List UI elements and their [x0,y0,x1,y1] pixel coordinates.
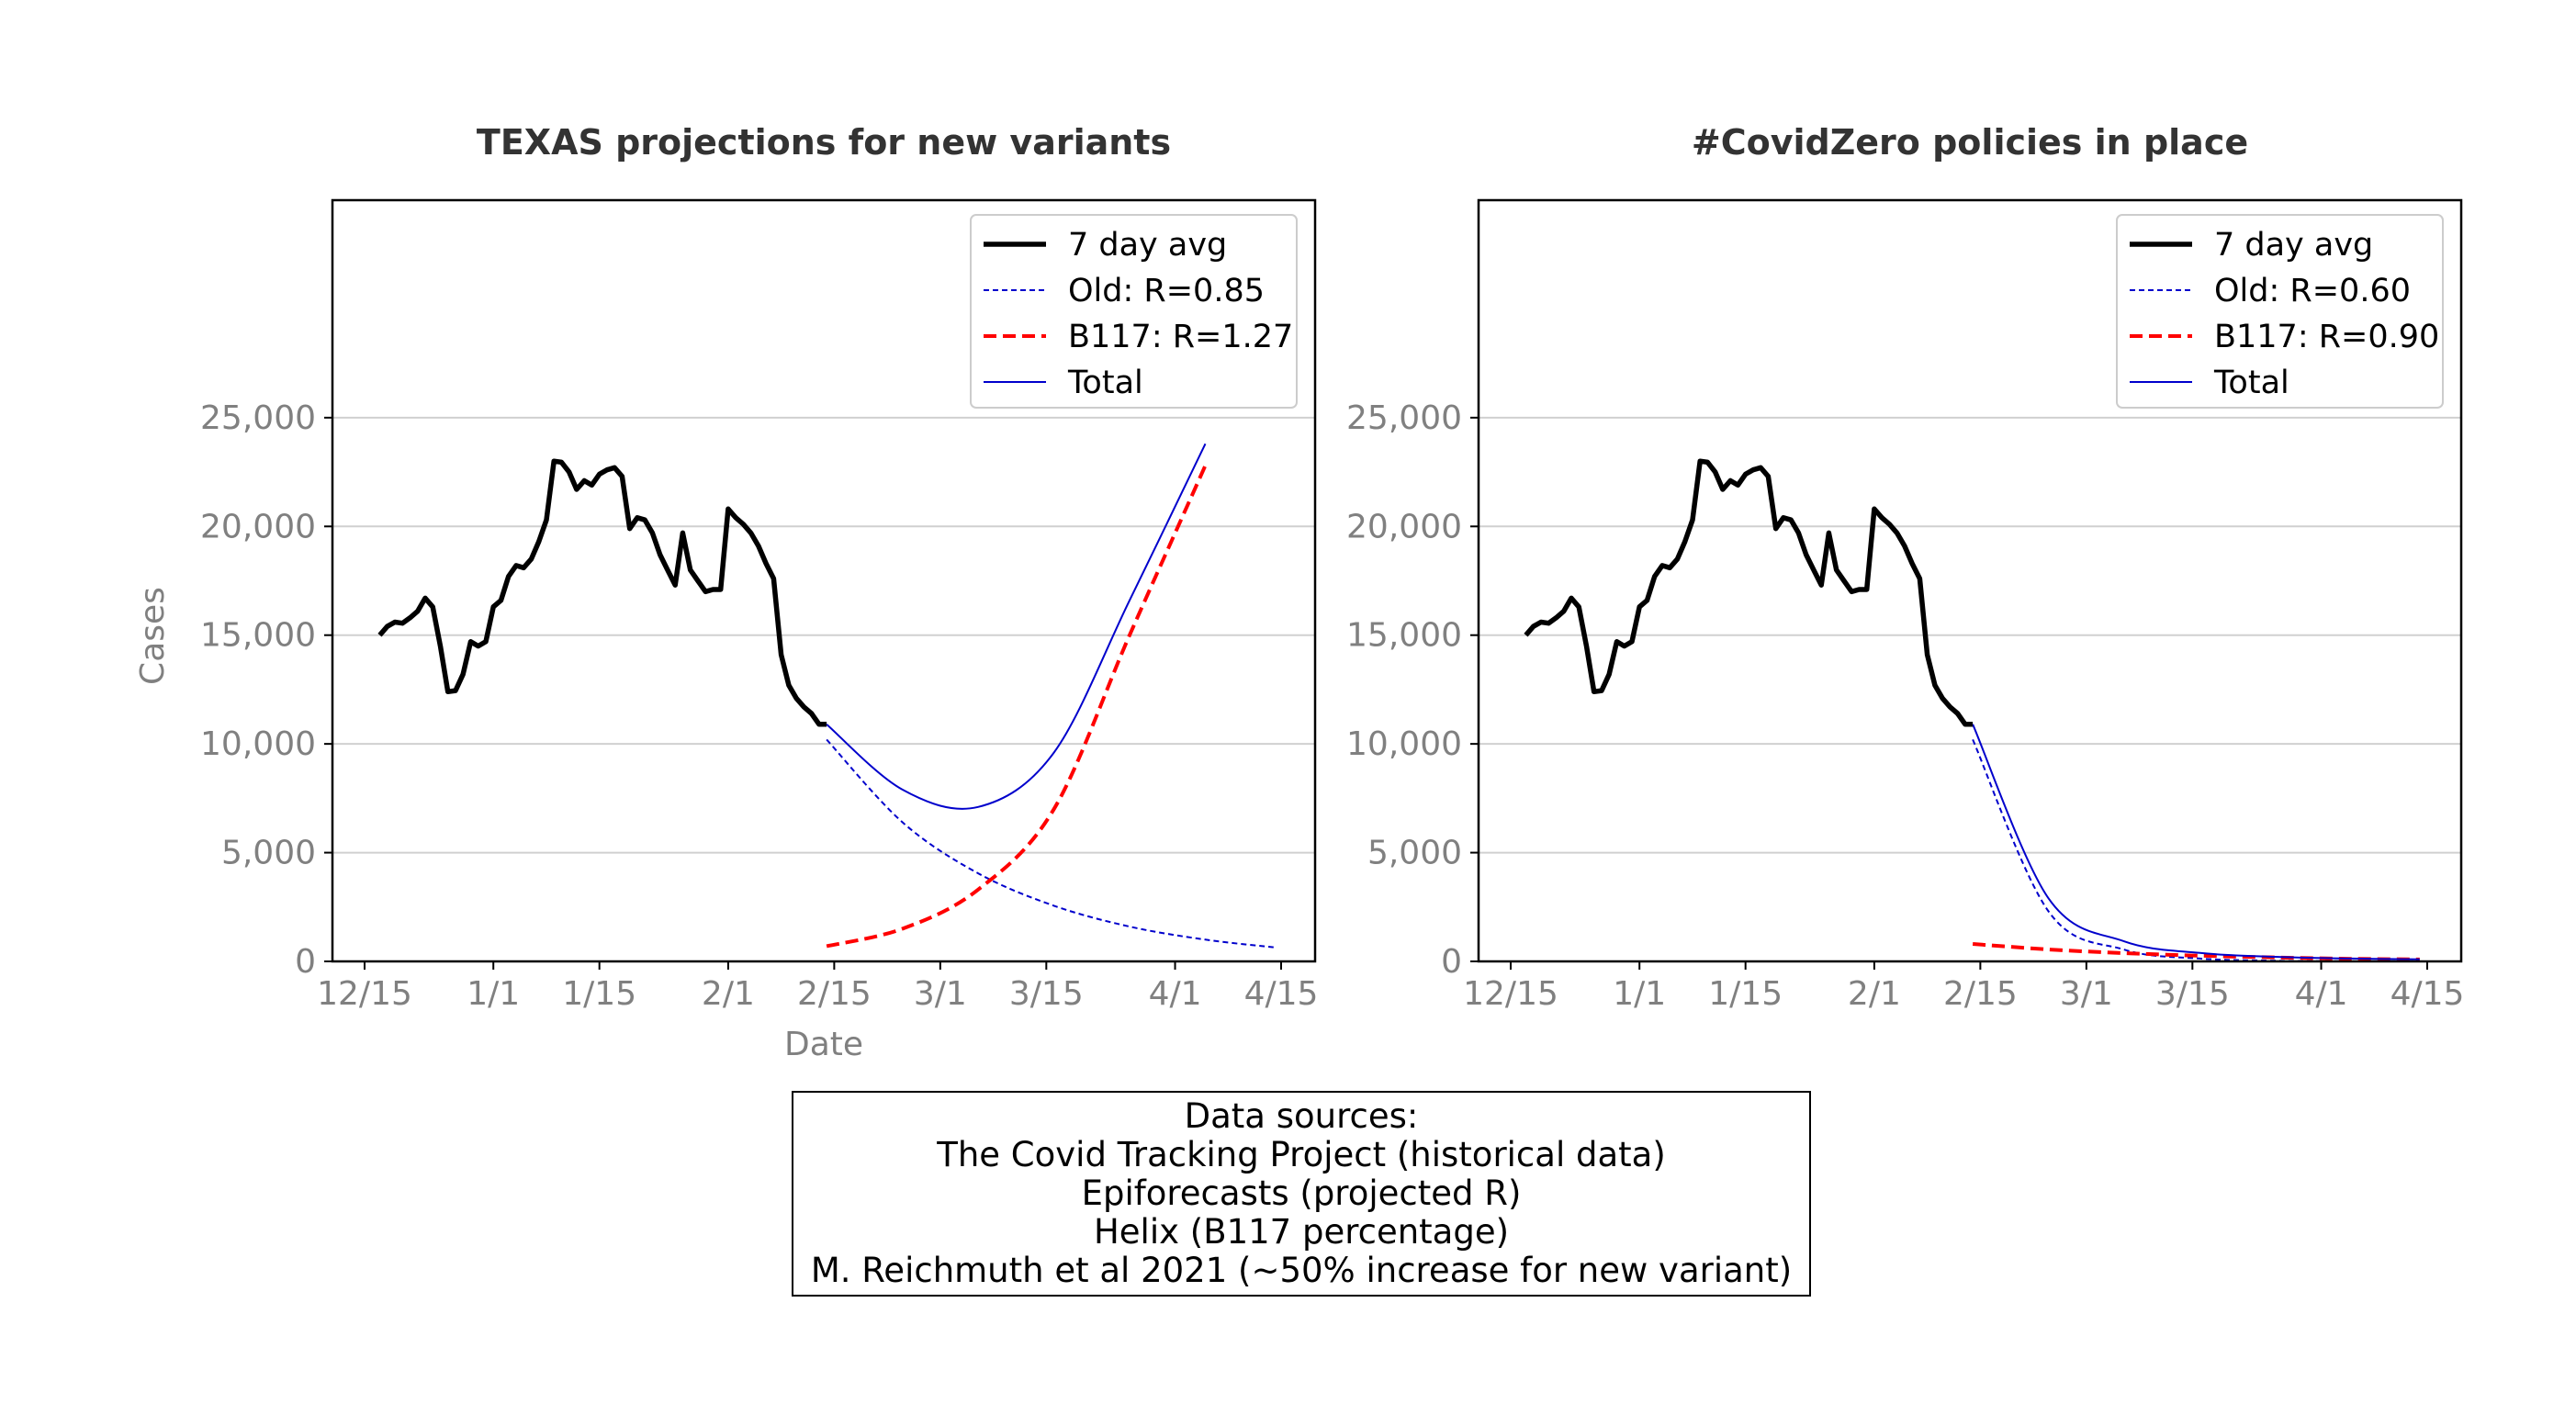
y-tick-label: 15,000 [200,617,316,655]
data-sources-box: Data sources: The Covid Tracking Project… [792,1091,1811,1297]
x-tick-label: 3/1 [914,975,967,1013]
y-tick-label: 20,000 [200,508,316,545]
legend: 7 day avg Old: R=0.85 B117: R=1.27 Total [970,214,1298,409]
plot-frame [1477,198,2463,963]
chart-title: #CovidZero policies in place [1692,122,2248,163]
x-tick-label: 3/1 [2060,975,2113,1013]
x-tick-label: 2/15 [1943,975,2018,1013]
series-line-3 [1972,724,2420,960]
x-tick-label: 2/1 [1848,975,1901,1013]
y-tick-label: 20,000 [1346,508,1462,545]
x-tick-label: 4/15 [1244,975,1319,1013]
x-tick-label: 3/15 [2155,975,2230,1013]
sources-line: Data sources: [1184,1096,1419,1136]
y-tick-label: 10,000 [1346,725,1462,763]
x-tick-label: 2/15 [797,975,872,1013]
y-tick-label: 10,000 [200,725,316,763]
x-tick-label: 3/15 [1009,975,1084,1013]
x-tick-label: 1/1 [467,975,520,1013]
series-line-1 [826,738,1274,949]
y-tick-label: 25,000 [1346,399,1462,437]
plot-frame [331,198,1317,963]
chart-covidzero: #CovidZero policies in place 0 5,000 10,000… [1346,122,2464,1013]
x-tick-label: 2/1 [702,975,755,1013]
x-axis-label: Date [784,1026,863,1063]
series-line-0 [1524,458,1974,727]
legend-box [970,214,1298,409]
x-tick-label: 1/15 [562,975,636,1013]
legend-box [2116,214,2444,409]
x-tick-label: 4/1 [1149,975,1202,1013]
chart-texas-projections: TEXAS projections for new variants 0 5,000… [134,122,1318,1063]
x-tick-label: 12/15 [317,975,412,1013]
sources-line: The Covid Tracking Project (historical d… [937,1135,1666,1174]
legend-label: Total [2213,365,2289,401]
legend: 7 day avg Old: R=0.60 B117: R=0.90 Total [2116,214,2444,409]
x-tick-label: 4/1 [2295,975,2348,1013]
legend-label: B117: R=1.27 [1068,319,1293,355]
x-tick-label: 12/15 [1463,975,1558,1013]
legend-label: 7 day avg [2214,227,2373,264]
legend-label: Total [1067,365,1143,401]
y-tick-label: 0 [1441,943,1462,981]
sources-line: M. Reichmuth et al 2021 (~50% increase f… [810,1251,1793,1290]
series-line-1 [1972,739,2420,962]
sources-line: Epiforecasts (projected R) [1081,1174,1522,1213]
legend-label: 7 day avg [1068,227,1227,264]
series-line-2 [826,465,1208,949]
chart-title: TEXAS projections for new variants [477,122,1171,163]
y-tick-label: 0 [295,943,316,981]
legend-label: Old: R=0.60 [2214,273,2411,309]
y-tick-label: 5,000 [221,835,316,872]
series-line-3 [826,443,1207,810]
legend-label: Old: R=0.85 [1068,273,1265,309]
y-tick-label: 15,000 [1346,617,1462,655]
series-line-0 [377,458,827,727]
y-tick-label: 25,000 [200,399,316,437]
y-tick-label: 5,000 [1367,835,1462,872]
sources-line: Helix (B117 percentage) [1093,1212,1510,1252]
legend-label: B117: R=0.90 [2214,319,2439,355]
x-tick-label: 4/15 [2390,975,2465,1013]
x-tick-label: 1/15 [1708,975,1783,1013]
x-tick-label: 1/1 [1613,975,1666,1013]
y-axis-label: Cases [134,587,172,685]
